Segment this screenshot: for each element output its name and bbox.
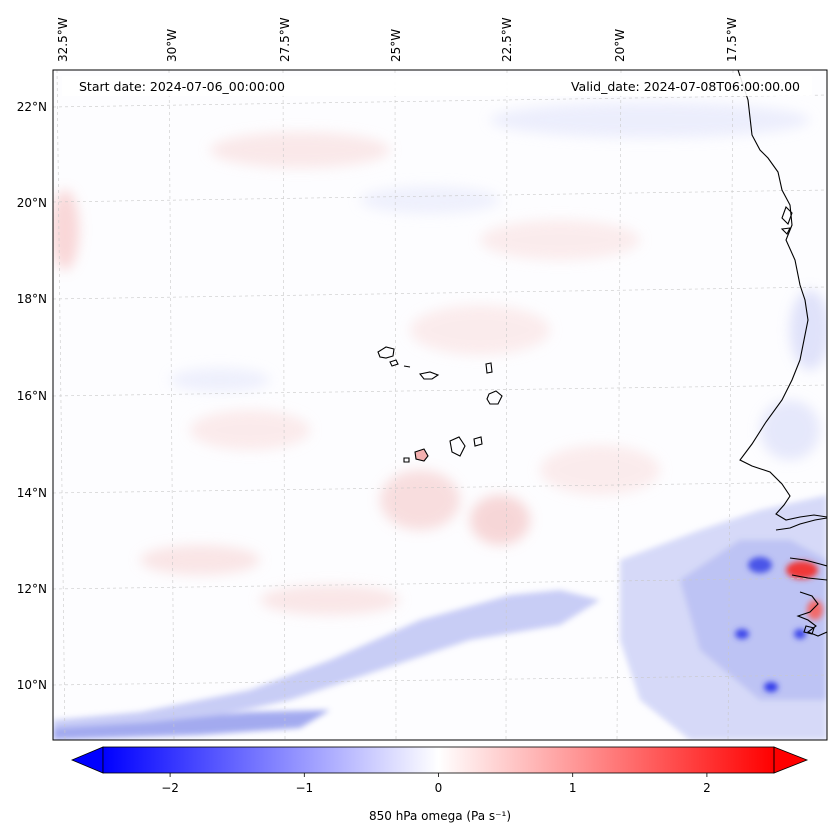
colorbar-tick-label: 2	[703, 781, 711, 795]
lon-label: 22.5°W	[500, 17, 514, 62]
lat-label: 16°N	[17, 389, 47, 403]
lon-label: 17.5°W	[725, 17, 739, 62]
info-strip	[62, 76, 812, 96]
lon-label: 27.5°W	[278, 17, 292, 62]
longitude-labels: 32.5°W 30°W 27.5°W 25°W 22.5°W 20°W 17.5…	[56, 17, 739, 62]
lat-label: 12°N	[17, 582, 47, 596]
lat-label: 18°N	[17, 292, 47, 306]
lat-label: 22°N	[17, 100, 47, 114]
valid-date-label: Valid_date: 2024-07-08T06:00:00.00	[571, 79, 800, 94]
coastline-west-africa	[737, 70, 827, 637]
map-panel: Start date: 2024-07-06_00:00:00 Valid_da…	[52, 69, 828, 741]
colorbar-min-extension	[70, 746, 104, 774]
map-border	[52, 69, 828, 741]
gridlines	[53, 70, 827, 740]
colorbar-max-extension	[773, 746, 809, 774]
colorbar-ticks: −2 −1 0 1 2	[161, 773, 711, 795]
lat-label: 14°N	[17, 486, 47, 500]
lon-label: 30°W	[165, 29, 179, 62]
latitude-labels: 22°N 20°N 18°N 16°N 14°N 12°N 10°N	[17, 100, 47, 692]
colorbar: −2 −1 0 1 2 850 hPa omega (Pa s⁻¹)	[70, 746, 809, 823]
coastline-cape-verde	[377, 346, 503, 463]
colorbar-tick-label: −1	[295, 781, 313, 795]
colorbar-label: 850 hPa omega (Pa s⁻¹)	[369, 809, 511, 823]
lon-label: 32.5°W	[56, 17, 70, 62]
colorbar-gradient	[103, 747, 774, 773]
lon-label: 20°W	[613, 29, 627, 62]
lon-label: 25°W	[389, 29, 403, 62]
colorbar-tick-label: −2	[161, 781, 179, 795]
colorbar-tick-label: 0	[435, 781, 443, 795]
colorbar-tick-label: 1	[569, 781, 577, 795]
start-date-label: Start date: 2024-07-06_00:00:00	[79, 79, 285, 94]
lat-label: 20°N	[17, 196, 47, 210]
lat-label: 10°N	[17, 678, 47, 692]
omega-field	[53, 102, 827, 740]
